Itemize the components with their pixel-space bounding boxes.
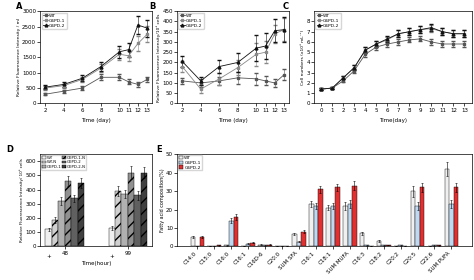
Bar (115, 191, 121, 246)
Bar (65, 181, 71, 246)
Bar (234, 217, 238, 246)
Y-axis label: Relative Fluorescence Intensity/ 10⁶ cells: Relative Fluorescence Intensity/ 10⁶ cel… (19, 158, 24, 242)
Bar (420, 187, 424, 246)
Bar (410, 191, 415, 246)
X-axis label: Time(hour): Time(hour) (81, 261, 111, 266)
Text: B: B (149, 2, 155, 11)
Bar (121, 194, 128, 246)
X-axis label: Time (day): Time (day) (218, 118, 248, 123)
Bar (229, 221, 234, 246)
Bar (128, 172, 134, 246)
Bar (330, 206, 335, 246)
Text: +: + (109, 254, 114, 259)
Text: D: D (7, 145, 14, 154)
Bar (326, 208, 330, 246)
Bar (267, 244, 272, 246)
Bar (191, 237, 195, 246)
Legend: WT, WT-N, G6PD-1, G6PD-1-N, G6PD-2, G6PD-2-N: WT, WT-N, G6PD-1, G6PD-1-N, G6PD-2, G6PD… (41, 155, 86, 170)
Bar (71, 198, 78, 246)
Bar (78, 183, 84, 246)
X-axis label: Time(day): Time(day) (379, 118, 407, 123)
Y-axis label: Cell numbers (x10⁶ mL⁻¹): Cell numbers (x10⁶ mL⁻¹) (301, 30, 305, 85)
Bar (386, 245, 391, 246)
Bar (335, 187, 340, 246)
Bar (449, 204, 454, 246)
Bar (445, 169, 449, 246)
Bar (258, 244, 263, 246)
Legend: WT, G6PD-1, G6PD-2: WT, G6PD-1, G6PD-2 (42, 13, 67, 29)
Bar (343, 206, 347, 246)
Legend: WT, G6PD-1, G6PD-2: WT, G6PD-1, G6PD-2 (179, 155, 201, 171)
Bar (141, 172, 147, 246)
Text: C: C (283, 2, 289, 11)
Bar (297, 242, 301, 246)
Y-axis label: Relative Fluorescence Intensity / ml: Relative Fluorescence Intensity / ml (17, 18, 21, 96)
Legend: WT, G6PD-1, G6PD-2: WT, G6PD-1, G6PD-2 (179, 13, 204, 29)
Bar (347, 204, 352, 246)
Bar (377, 241, 382, 246)
Text: A: A (16, 2, 22, 11)
X-axis label: Time (day): Time (day) (82, 118, 111, 123)
Bar (309, 204, 314, 246)
Bar (352, 186, 356, 246)
Bar (200, 237, 204, 246)
Bar (58, 201, 65, 246)
Bar (314, 206, 318, 246)
Bar (134, 195, 141, 246)
Bar (454, 187, 458, 246)
Text: E: E (156, 145, 162, 154)
Bar (250, 243, 255, 246)
Legend: WT, G6PD-1, G6PD-2: WT, G6PD-1, G6PD-2 (315, 13, 341, 29)
Bar (415, 206, 420, 246)
Bar (52, 220, 58, 246)
Bar (301, 232, 306, 246)
Y-axis label: Fatty acid composition(%): Fatty acid composition(%) (160, 169, 164, 232)
Bar (46, 229, 52, 246)
Bar (292, 234, 297, 246)
Bar (246, 244, 250, 246)
Bar (360, 234, 365, 246)
Y-axis label: Relative Fluorescence Intensity/10⁶ cells: Relative Fluorescence Intensity/10⁶ cell… (156, 13, 161, 102)
Bar (318, 189, 323, 246)
Bar (109, 228, 115, 246)
Text: +: + (46, 254, 51, 259)
